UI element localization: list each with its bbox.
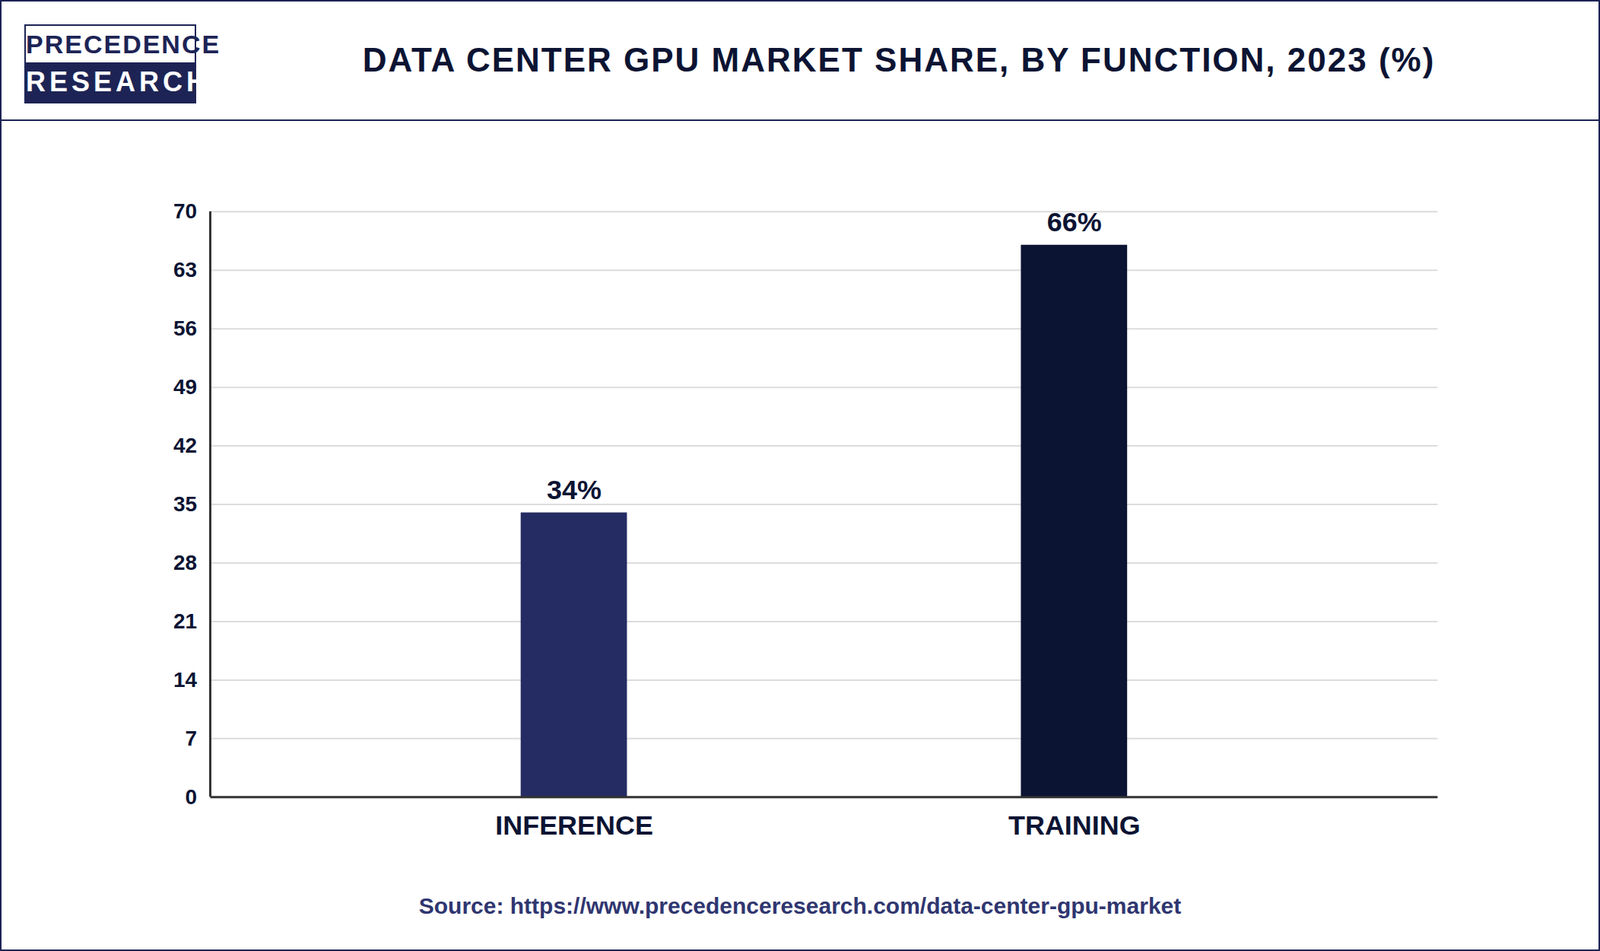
svg-text:49: 49 bbox=[173, 374, 197, 399]
svg-text:34%: 34% bbox=[546, 473, 602, 505]
svg-text:63: 63 bbox=[173, 257, 197, 282]
svg-text:INFERENCE: INFERENCE bbox=[495, 809, 654, 841]
html-text:Source: https://www.precedence: Source: https://www.precedenceresearch.c… bbox=[418, 892, 1182, 918]
svg-text:70: 70 bbox=[173, 199, 197, 223]
svg-text:0: 0 bbox=[184, 784, 197, 809]
html-text:PRECEDENCE: PRECEDENCE bbox=[25, 29, 221, 59]
svg-text:28: 28 bbox=[173, 550, 197, 575]
html-text:DATA CENTER GPU MARKET SHARE,: DATA CENTER GPU MARKET SHARE, BY FUNCTIO… bbox=[362, 41, 1436, 79]
svg-text:7: 7 bbox=[184, 726, 197, 750]
svg-text:TRAINING: TRAINING bbox=[1008, 809, 1141, 841]
svg-text:35: 35 bbox=[173, 492, 197, 516]
html-text:RESEARCH: RESEARCH bbox=[25, 66, 210, 98]
svg-text:66%: 66% bbox=[1047, 206, 1102, 238]
svg-text:21: 21 bbox=[173, 609, 197, 633]
svg-text:14: 14 bbox=[173, 667, 198, 692]
svg-text:56: 56 bbox=[173, 316, 197, 340]
svg-text:42: 42 bbox=[173, 433, 197, 458]
